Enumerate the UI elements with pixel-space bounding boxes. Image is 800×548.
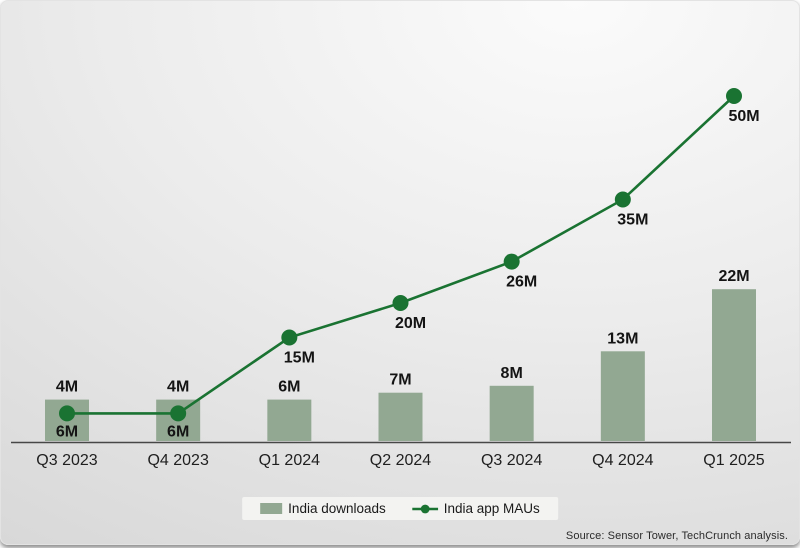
line-dot-icon <box>411 504 438 514</box>
mau-point <box>726 88 742 104</box>
mau-point <box>170 405 187 422</box>
bar-value-label: 8M <box>501 365 523 382</box>
mau-value-label: 26M <box>506 274 537 291</box>
source-note: Source: Sensor Tower, TechCrunch analysi… <box>565 530 788 542</box>
mau-point <box>392 295 409 311</box>
mau-point <box>503 253 520 270</box>
combo-chart: 4M 4M 6M 7M 8M 13M 22M 6M 6M 15M 20M 26M 35M 50M Q3 20… <box>11 88 791 469</box>
x-tick-label: Q2 2024 <box>370 452 431 469</box>
bar <box>489 385 534 441</box>
bar-swatch-icon <box>260 503 283 514</box>
mau-value-label: 6M <box>167 423 189 440</box>
bar-value-label: 4M <box>56 379 78 396</box>
x-tick-label: Q3 2023 <box>36 452 97 469</box>
mau-point <box>614 191 631 208</box>
legend-dot <box>420 504 430 513</box>
bar <box>712 289 756 441</box>
mau-value-label: 50M <box>728 108 759 125</box>
bar <box>378 392 423 441</box>
mau-value-label: 20M <box>395 315 426 332</box>
mau-value-label: 15M <box>284 350 315 367</box>
bar-value-label: 6M <box>278 379 300 396</box>
bar-value-label: 7M <box>389 372 411 389</box>
legend-item-maus: India app MAUs <box>411 501 540 516</box>
bar-value-label: 13M <box>607 330 638 347</box>
legend-item-downloads: India downloads <box>260 501 386 516</box>
x-tick-label: Q3 2024 <box>481 452 542 469</box>
mau-value-label: 6M <box>56 423 78 440</box>
x-tick-label: Q1 2024 <box>259 452 320 469</box>
mau-value-label: 35M <box>617 212 648 229</box>
x-tick-label: Q4 2023 <box>147 452 208 469</box>
legend-label-maus: India app MAUs <box>443 501 540 516</box>
bar-value-label: 22M <box>718 268 749 285</box>
mau-point <box>59 405 75 422</box>
x-tick-label: Q1 2025 <box>703 452 764 469</box>
mau-point <box>281 329 298 346</box>
bar <box>267 399 312 441</box>
legend-label-downloads: India downloads <box>288 501 386 516</box>
legend: India downloads India app MAUs <box>242 497 558 520</box>
bar-value-label: 4M <box>167 379 189 396</box>
bar <box>600 351 645 441</box>
x-tick-label: Q4 2024 <box>592 452 653 469</box>
